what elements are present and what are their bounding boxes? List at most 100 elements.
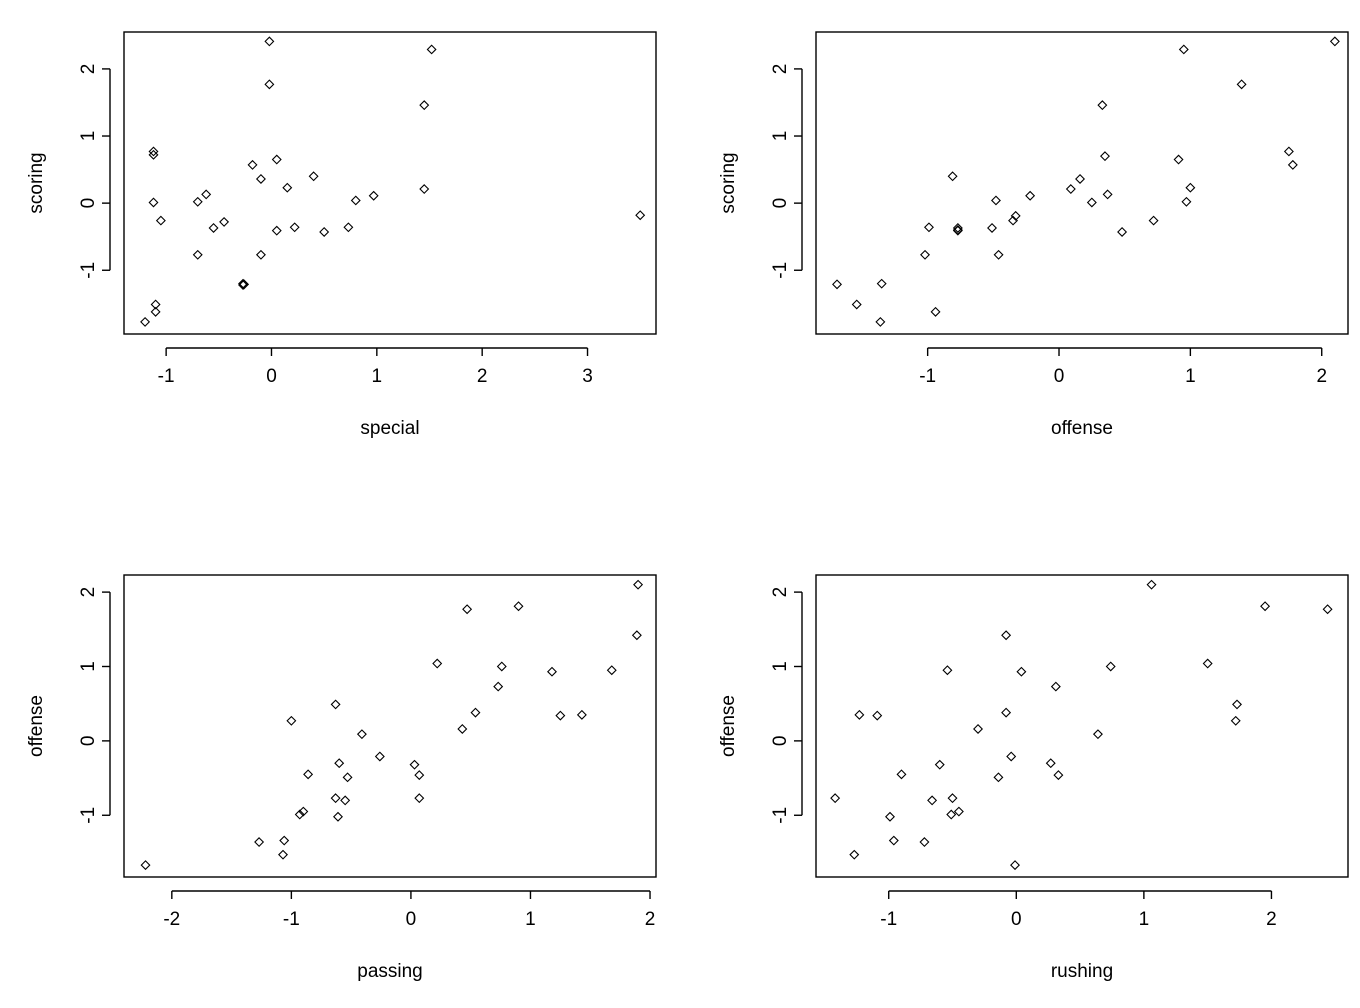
data-point — [872, 710, 883, 721]
y-tick-label: 0 — [770, 736, 791, 747]
y-tick-label: 1 — [770, 131, 791, 142]
data-point — [462, 604, 473, 615]
data-point — [1283, 146, 1294, 157]
data-point — [923, 222, 934, 233]
data-point — [993, 249, 1004, 260]
data-point — [254, 837, 265, 848]
data-point — [1181, 196, 1192, 207]
y-axis-label: scoring — [26, 152, 47, 213]
y-axis-label: scoring — [718, 152, 739, 213]
y-tick-label: -1 — [770, 262, 791, 279]
data-point — [606, 665, 617, 676]
x-tick-label: -1 — [158, 366, 175, 387]
data-point — [953, 806, 964, 817]
data-point — [278, 849, 288, 860]
x-axis-label: offense — [1051, 418, 1113, 439]
data-point — [374, 751, 385, 762]
data-point — [1092, 729, 1103, 740]
y-tick-label: 1 — [770, 661, 791, 672]
data-point — [470, 707, 481, 718]
data-point — [946, 809, 957, 820]
plot-frame — [123, 31, 657, 335]
x-tick-label: 2 — [477, 366, 488, 387]
data-point — [148, 146, 159, 157]
data-point — [279, 835, 290, 846]
y-tick-label: 1 — [78, 131, 99, 142]
data-point — [1236, 79, 1247, 90]
data-point — [1173, 154, 1184, 165]
data-point — [148, 197, 159, 208]
x-tick-label: 0 — [266, 366, 277, 387]
data-point — [343, 222, 354, 233]
data-point — [192, 196, 203, 207]
x-tick-label: -1 — [283, 909, 300, 930]
data-point — [426, 44, 437, 55]
data-point — [294, 809, 305, 820]
data-point — [350, 195, 361, 206]
data-point — [286, 715, 297, 726]
data-point — [368, 190, 379, 201]
data-point — [555, 710, 566, 721]
data-point — [330, 699, 341, 710]
panel-special-vs-scoring: special scoring -1 0 1 2 3 -1 0 1 2 — [26, 31, 657, 439]
data-point — [576, 709, 587, 720]
x-tick-label: 1 — [372, 366, 383, 387]
y-axis-label: offense — [718, 695, 739, 757]
x-tick-label: 0 — [1054, 366, 1065, 387]
data-point — [896, 769, 907, 780]
y-tick-label: 0 — [78, 198, 99, 209]
data-point — [1097, 100, 1108, 111]
data-point — [888, 835, 899, 846]
data-point — [1148, 215, 1159, 226]
data-point — [993, 772, 1004, 783]
data-point — [1230, 715, 1241, 726]
data-point — [947, 793, 958, 804]
data-point — [414, 793, 425, 804]
data-point — [201, 189, 212, 200]
data-point — [885, 811, 895, 822]
data-point — [513, 601, 524, 612]
data-point — [1010, 210, 1021, 221]
data-point — [1322, 604, 1333, 615]
x-tick-label: 2 — [1316, 366, 1327, 387]
plot-frame — [815, 574, 1349, 878]
data-point — [635, 210, 646, 221]
y-tick-label: 2 — [78, 64, 99, 75]
data-point — [631, 630, 642, 641]
plot-frame — [123, 574, 657, 878]
x-tick-label: -1 — [919, 366, 936, 387]
data-point — [409, 759, 420, 770]
data-point — [356, 729, 367, 740]
x-tick-label: 1 — [1139, 909, 1150, 930]
data-point — [1287, 159, 1298, 170]
data-point — [192, 249, 203, 260]
data-point — [219, 216, 230, 227]
data-point — [140, 316, 151, 327]
y-axis-label: offense — [26, 695, 47, 757]
data-point — [334, 758, 345, 769]
data-point — [342, 772, 353, 783]
y-tick-label: -1 — [770, 807, 791, 824]
y-tick-label: -1 — [78, 807, 99, 824]
data-point — [1329, 36, 1340, 47]
data-point — [1050, 681, 1061, 692]
data-point — [150, 306, 161, 317]
data-point — [1025, 190, 1036, 201]
y-tick-label: -1 — [78, 262, 99, 279]
data-point — [1001, 707, 1012, 718]
data-point — [496, 661, 507, 672]
data-point — [419, 184, 430, 195]
data-point — [990, 195, 1001, 206]
data-point — [1016, 666, 1027, 677]
data-point — [155, 215, 166, 226]
data-point — [271, 225, 282, 236]
x-axis-label: passing — [357, 961, 423, 982]
data-point — [493, 681, 504, 692]
data-point — [1260, 601, 1271, 612]
data-point — [282, 182, 293, 193]
data-point — [208, 222, 219, 233]
panel-passing-vs-offense: passing offense -2 -1 0 1 2 -1 0 1 2 — [26, 574, 657, 982]
y-tick-label: 2 — [770, 64, 791, 75]
data-point — [1232, 699, 1242, 710]
